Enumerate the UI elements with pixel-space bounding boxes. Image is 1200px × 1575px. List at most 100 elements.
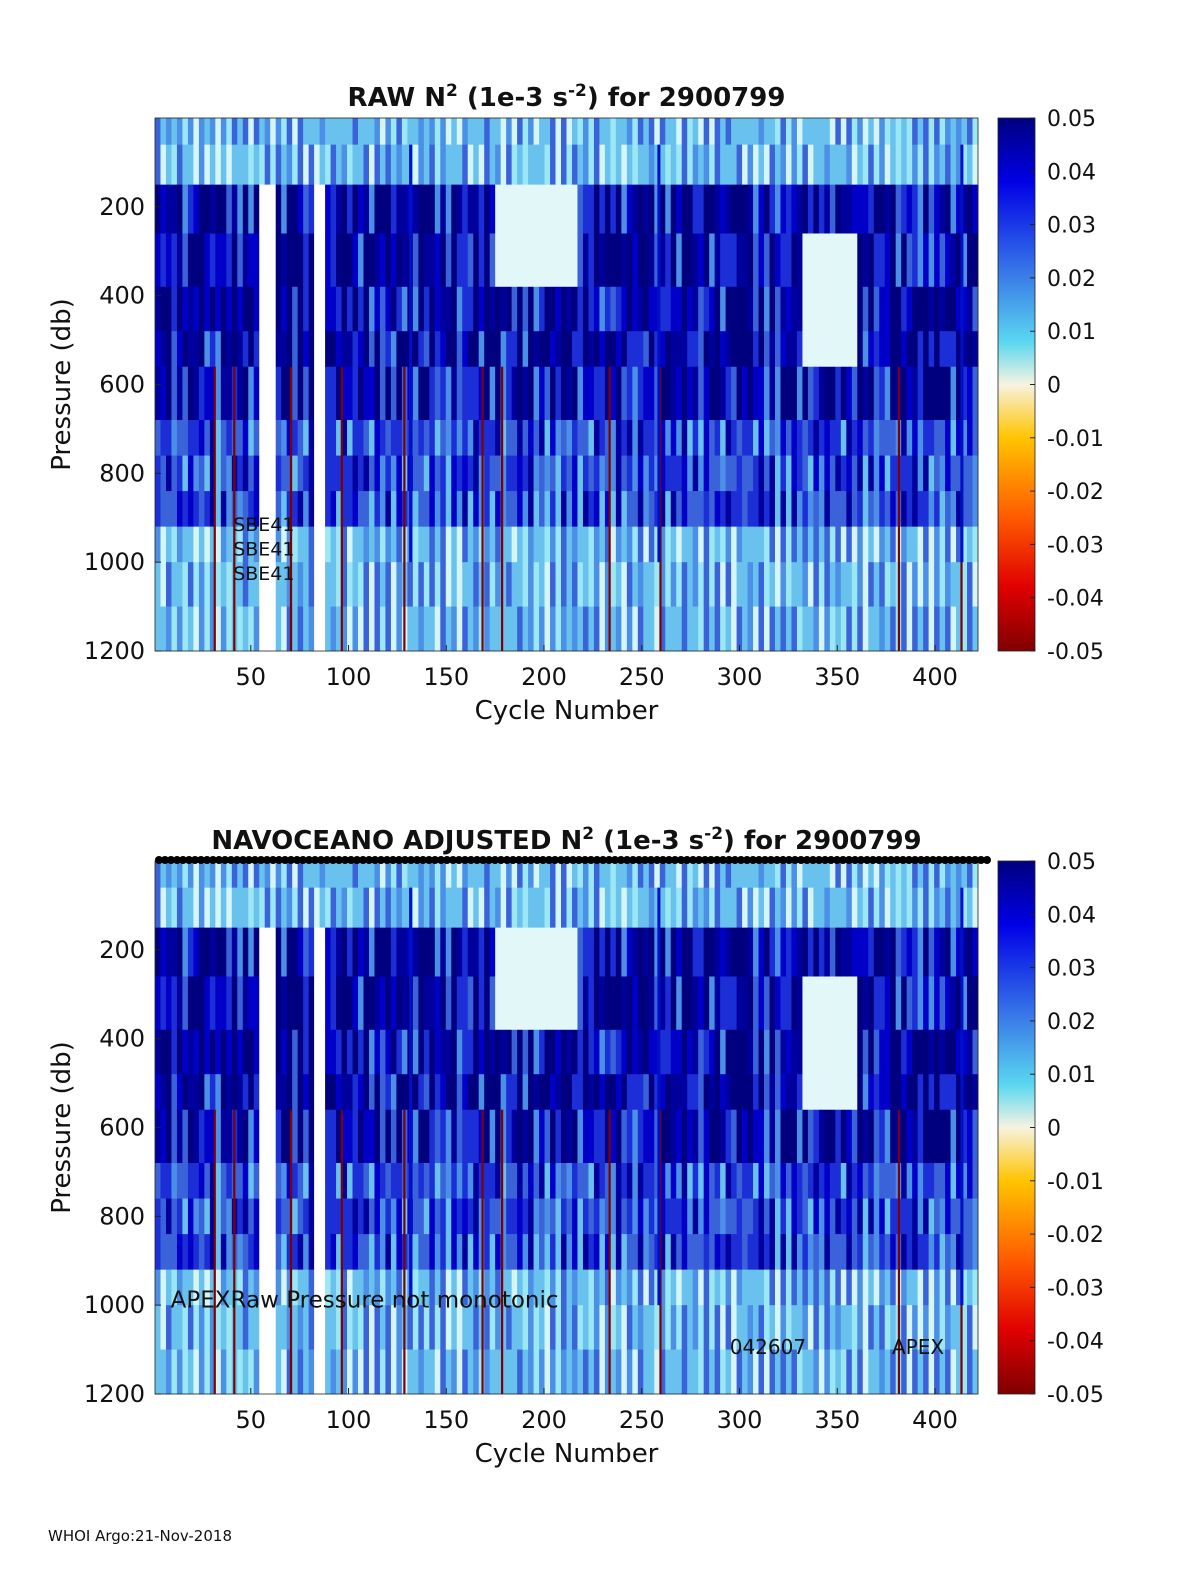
heatmap-cell (347, 420, 353, 456)
heatmap-cell (325, 233, 331, 288)
profile-marker (449, 856, 457, 864)
heatmap-cell (396, 491, 403, 528)
heatmap-cell (934, 366, 940, 421)
heatmap-cell (473, 1029, 480, 1075)
heatmap-cell (336, 1163, 342, 1199)
heatmap-cell (934, 118, 940, 146)
heatmap-cell (829, 118, 836, 146)
heatmap-cell (593, 1074, 600, 1111)
heatmap-cell (473, 455, 480, 492)
heatmap-cell (352, 1349, 359, 1395)
heatmap-cell (632, 1109, 639, 1164)
heatmap-cell (418, 1269, 425, 1306)
heatmap-cell (615, 887, 622, 929)
heatmap-cell (550, 331, 556, 368)
heatmap-cell (731, 286, 737, 332)
heatmap-cell (857, 491, 864, 528)
heatmap-cell (895, 286, 902, 332)
heatmap-cell (325, 491, 331, 528)
heatmap-cell (846, 118, 853, 146)
profile-marker (653, 856, 661, 864)
heatmap-cell (890, 1163, 897, 1199)
heatmap-cell (226, 331, 233, 368)
heatmap-cell (879, 331, 886, 368)
heatmap-cell (451, 1269, 458, 1306)
heatmap-cell (467, 1163, 474, 1199)
heatmap-cell (626, 1029, 633, 1075)
heatmap-cell (846, 861, 853, 889)
heatmap-cell (423, 366, 430, 421)
heatmap-cell (840, 1163, 847, 1199)
heatmap-cell (626, 455, 633, 492)
heatmap-cell (588, 286, 595, 332)
heatmap-cell (731, 526, 737, 563)
heatmap-cell (824, 233, 831, 288)
heatmap-cell (374, 184, 381, 234)
heatmap-cell (621, 1074, 628, 1111)
heatmap-cell (753, 1074, 759, 1111)
heatmap-cell (791, 184, 798, 234)
heatmap-cell (319, 144, 326, 186)
heatmap-cell (807, 1234, 814, 1271)
heatmap-cell (725, 1198, 732, 1235)
heatmap-cell (901, 976, 908, 1031)
heatmap-cell (950, 861, 957, 889)
heatmap-cell (270, 331, 277, 368)
heatmap-cell (824, 1234, 831, 1271)
heatmap-cell (489, 118, 496, 146)
heatmap-cell (500, 1234, 507, 1271)
heatmap-cell (945, 887, 951, 929)
profile-marker (803, 856, 811, 864)
heatmap-cell (742, 1234, 748, 1271)
heatmap-cell (473, 1349, 480, 1395)
heatmap-cell (347, 562, 353, 607)
heatmap-cell (577, 562, 584, 607)
heatmap-cell (879, 526, 886, 563)
heatmap-cell (829, 144, 836, 186)
heatmap-cell (544, 491, 551, 528)
heatmap-cell (934, 562, 940, 607)
heatmap-cell (544, 144, 551, 186)
heatmap-cell (270, 144, 277, 186)
heatmap-cell (368, 491, 375, 528)
heatmap-cell (736, 491, 743, 528)
heatmap-cell (264, 1029, 271, 1075)
heatmap-cell (868, 1234, 875, 1271)
heatmap-cell (967, 1269, 973, 1306)
heatmap-cell (758, 331, 765, 368)
heatmap-cell (434, 887, 441, 929)
heatmap-cell (286, 1349, 293, 1395)
heatmap-cell (456, 927, 463, 977)
heatmap-cell (687, 887, 694, 929)
heatmap-cell (659, 606, 666, 652)
heatmap-cell (456, 1234, 463, 1271)
heatmap-cell (956, 331, 962, 368)
heatmap-cell (259, 526, 266, 563)
heatmap-cell (528, 455, 534, 492)
heatmap-cell (665, 1349, 672, 1395)
heatmap-cell (824, 1163, 831, 1199)
heatmap-cell (665, 976, 672, 1031)
heatmap-cell (215, 491, 222, 528)
heatmap-cell (676, 420, 683, 456)
heatmap-cell (967, 1109, 973, 1164)
colorbar-tick-label: 0.02 (1047, 1010, 1096, 1035)
heatmap-cell (561, 184, 567, 234)
heatmap-cell (209, 184, 216, 234)
heatmap-cell (873, 144, 880, 186)
heatmap-cell (698, 233, 705, 288)
heatmap-cell (632, 118, 639, 146)
heatmap-cell (193, 861, 200, 889)
heatmap-cell (533, 144, 540, 186)
heatmap-cell (956, 1305, 962, 1350)
heatmap-cell (802, 118, 809, 146)
profile-marker (743, 856, 751, 864)
heatmap-cell (906, 118, 913, 146)
heatmap-cell (588, 455, 595, 492)
heatmap-cell (791, 1349, 798, 1395)
heatmap-cell (358, 286, 364, 332)
heatmap-cell (237, 233, 244, 288)
heatmap-cell (632, 976, 639, 1031)
heatmap-cell (769, 1349, 776, 1395)
heatmap-cell (753, 1234, 759, 1271)
